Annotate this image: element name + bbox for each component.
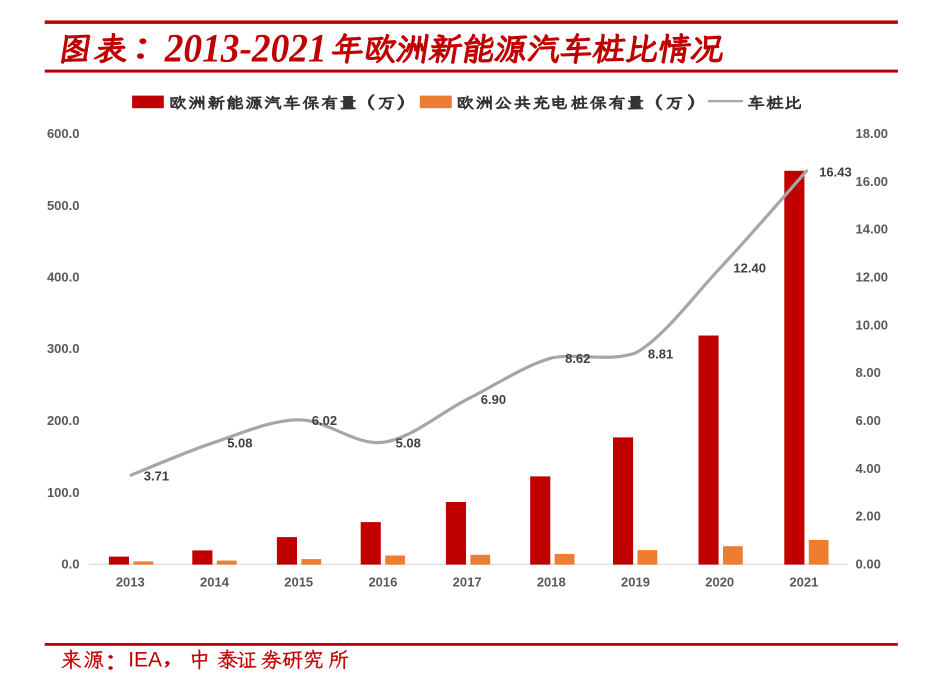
svg-text:0.0: 0.0	[61, 557, 79, 572]
svg-text:4.00: 4.00	[856, 461, 881, 476]
svg-text:12.40: 12.40	[733, 261, 766, 276]
svg-text:5.08: 5.08	[396, 436, 421, 451]
svg-text:2020: 2020	[705, 574, 734, 589]
svg-text:IEA: IEA	[128, 648, 162, 671]
svg-text:16.00: 16.00	[856, 174, 889, 189]
svg-text:14.00: 14.00	[856, 222, 889, 237]
svg-text:100.0: 100.0	[47, 485, 80, 500]
svg-text:2019: 2019	[621, 574, 650, 589]
svg-text:12.00: 12.00	[856, 270, 889, 285]
svg-text:2.00: 2.00	[856, 509, 881, 524]
svg-text:2017: 2017	[453, 574, 482, 589]
svg-text:600.0: 600.0	[47, 126, 80, 141]
svg-text:8.62: 8.62	[565, 351, 590, 366]
svg-text:10.00: 10.00	[856, 317, 889, 332]
svg-text:2013: 2013	[116, 574, 145, 589]
svg-text:500.0: 500.0	[47, 198, 80, 213]
svg-text:18.00: 18.00	[856, 126, 889, 141]
svg-text:2015: 2015	[284, 574, 313, 589]
svg-text:5.08: 5.08	[227, 436, 252, 451]
svg-text:300.0: 300.0	[47, 341, 80, 356]
svg-text:8.81: 8.81	[648, 347, 673, 362]
svg-text:16.43: 16.43	[819, 164, 852, 179]
svg-text:8.00: 8.00	[856, 365, 881, 380]
svg-text:400.0: 400.0	[47, 270, 80, 285]
svg-text:0.00: 0.00	[856, 557, 881, 572]
svg-text:200.0: 200.0	[47, 413, 80, 428]
svg-text:2014: 2014	[200, 574, 230, 589]
svg-text:3.71: 3.71	[144, 469, 169, 484]
svg-text:2018: 2018	[537, 574, 566, 589]
svg-text:6.02: 6.02	[312, 413, 337, 428]
svg-text:6.00: 6.00	[856, 413, 881, 428]
svg-text:6.90: 6.90	[481, 392, 506, 407]
svg-text:2021: 2021	[789, 574, 818, 589]
svg-text:2016: 2016	[368, 574, 397, 589]
svg-text:2013-2021: 2013-2021	[164, 26, 327, 71]
